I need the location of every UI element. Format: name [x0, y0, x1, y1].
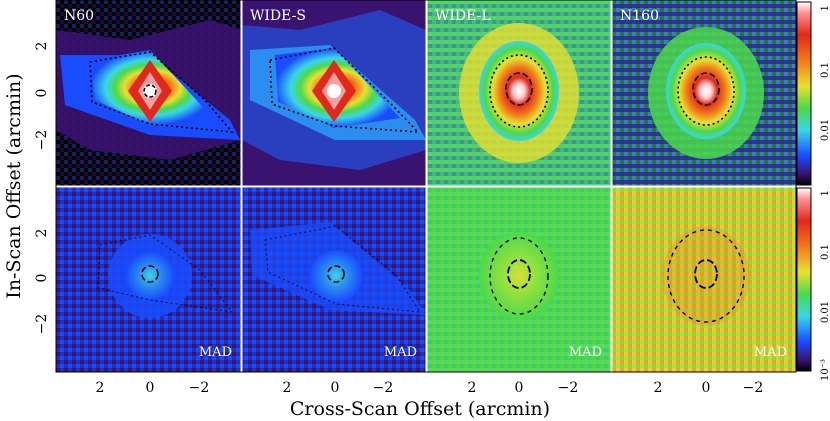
panel-label-mad-1: MAD — [199, 345, 232, 360]
panel-label-mad-3: MAD — [569, 345, 602, 360]
cb-top-tick-2: 0.1 — [820, 62, 830, 78]
x-tick-p2-3: −2 — [373, 380, 394, 396]
x-tick-p2-2: 0 — [331, 380, 340, 396]
panel-n60 — [56, 0, 241, 186]
panel-label-mad-2: MAD — [384, 345, 417, 360]
colorbar-top — [796, 1, 812, 186]
y-tick-top-2: 0 — [34, 89, 50, 98]
panel-label-wide-s: WIDE-S — [250, 8, 306, 24]
y-tick-bot-3: −2 — [34, 314, 50, 335]
x-tick-p3-2: 0 — [515, 380, 524, 396]
panel-wide-l — [427, 0, 611, 186]
cb-top-tick-3: 0.01 — [820, 119, 830, 141]
cb-bot-tick-3: 0.01 — [820, 301, 830, 323]
panel-mad-2 — [242, 187, 426, 372]
panel-n160 — [612, 0, 796, 186]
panel-mad-3 — [427, 187, 611, 372]
cb-bot-tick-2: 0.1 — [820, 244, 830, 260]
panel-label-wide-l: WIDE-L — [435, 8, 491, 24]
x-axis-label: Cross-Scan Offset (arcmin) — [290, 398, 550, 420]
x-tick-p1-3: −2 — [189, 380, 210, 396]
panel-label-mad-4: MAD — [754, 345, 787, 360]
x-tick-p1-2: 0 — [146, 380, 155, 396]
y-axis-label: In-Scan Offset (arcmin) — [3, 73, 25, 298]
x-tick-p1-1: 2 — [96, 380, 105, 396]
plot-frame — [55, 0, 797, 373]
y-tick-bot-1: 2 — [34, 229, 50, 238]
panel-mad-1 — [56, 187, 241, 372]
x-axis-ticks: 2 0 −2 2 0 −2 2 0 −2 2 0 −2 — [96, 380, 764, 396]
y-tick-bot-2: 0 — [34, 274, 50, 283]
panel-separators — [56, 0, 796, 372]
colorbar-top-ticks: 1 0.1 0.01 — [820, 5, 830, 141]
panel-wide-s — [242, 0, 426, 186]
x-tick-p4-3: −2 — [743, 380, 764, 396]
x-tick-p3-1: 2 — [468, 380, 477, 396]
x-tick-p4-2: 0 — [702, 380, 711, 396]
y-tick-top-1: 2 — [34, 42, 50, 51]
y-tick-top-3: −2 — [34, 130, 50, 151]
x-tick-p3-3: −2 — [558, 380, 579, 396]
cb-bot-tick-4: 10⁻³ — [820, 359, 830, 381]
colorbar-bottom-ticks: 1 0.1 0.01 10⁻³ — [820, 190, 830, 381]
cb-bot-tick-1: 1 — [820, 190, 830, 196]
panel-label-n160: N160 — [620, 8, 659, 24]
cb-top-tick-1: 1 — [820, 5, 830, 11]
x-tick-p2-1: 2 — [283, 380, 292, 396]
colorbar-bottom — [796, 187, 812, 372]
panel-label-n60: N60 — [64, 8, 94, 24]
panel-mad-4 — [612, 187, 796, 372]
x-tick-p4-1: 2 — [654, 380, 663, 396]
y-axis-ticks: 2 0 −2 2 0 −2 — [34, 42, 50, 335]
